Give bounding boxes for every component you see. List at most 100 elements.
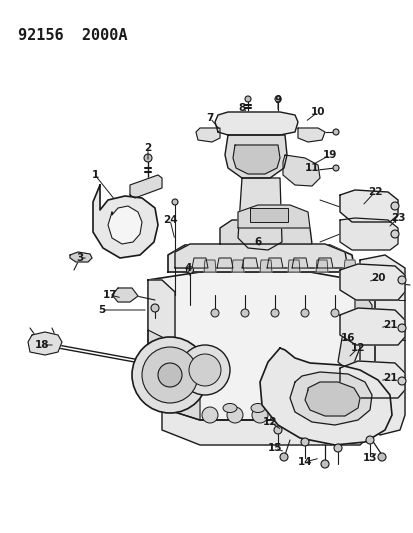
Polygon shape	[224, 135, 286, 178]
Text: 1: 1	[91, 170, 98, 180]
Ellipse shape	[250, 403, 264, 413]
Circle shape	[171, 199, 178, 205]
Text: 19: 19	[322, 150, 336, 160]
Circle shape	[279, 453, 287, 461]
Circle shape	[300, 309, 308, 317]
Polygon shape	[168, 245, 354, 272]
Text: 7: 7	[206, 113, 213, 123]
Polygon shape	[237, 178, 281, 250]
Text: 12: 12	[350, 343, 364, 353]
Circle shape	[202, 407, 218, 423]
Polygon shape	[216, 258, 233, 268]
Circle shape	[252, 407, 267, 423]
Circle shape	[273, 426, 281, 434]
Polygon shape	[192, 258, 207, 268]
Circle shape	[301, 407, 317, 423]
Polygon shape	[339, 218, 397, 250]
Polygon shape	[315, 260, 327, 272]
Circle shape	[144, 154, 152, 162]
Polygon shape	[175, 244, 347, 268]
Circle shape	[397, 276, 405, 284]
Polygon shape	[282, 155, 319, 186]
Circle shape	[300, 438, 308, 446]
Circle shape	[271, 309, 278, 317]
Circle shape	[189, 354, 221, 386]
Ellipse shape	[334, 403, 348, 413]
Polygon shape	[237, 205, 309, 228]
Text: 4: 4	[184, 263, 191, 273]
Text: 92156  2000A: 92156 2000A	[18, 28, 127, 43]
Circle shape	[390, 202, 398, 210]
Circle shape	[330, 309, 338, 317]
Circle shape	[240, 309, 248, 317]
Text: 20: 20	[370, 273, 385, 283]
Polygon shape	[316, 258, 332, 268]
Polygon shape	[233, 145, 279, 174]
Polygon shape	[147, 272, 374, 420]
Ellipse shape	[278, 403, 292, 413]
Text: 15: 15	[267, 443, 282, 453]
Circle shape	[186, 266, 193, 273]
Polygon shape	[289, 372, 371, 425]
Circle shape	[397, 324, 405, 332]
Circle shape	[397, 377, 405, 385]
Circle shape	[226, 407, 242, 423]
Circle shape	[390, 230, 398, 238]
Polygon shape	[339, 190, 397, 222]
Text: 6: 6	[254, 237, 261, 247]
Bar	[249, 208, 287, 222]
Text: 17: 17	[102, 290, 117, 300]
Circle shape	[365, 436, 373, 444]
Polygon shape	[108, 206, 142, 244]
Polygon shape	[219, 220, 311, 244]
Polygon shape	[195, 128, 219, 142]
Circle shape	[142, 347, 197, 403]
Polygon shape	[204, 260, 216, 272]
Polygon shape	[112, 288, 138, 302]
Polygon shape	[242, 258, 257, 268]
Text: 2: 2	[144, 143, 151, 153]
Circle shape	[326, 407, 342, 423]
Text: 8: 8	[238, 103, 245, 113]
Circle shape	[244, 96, 250, 102]
Text: 3: 3	[76, 253, 83, 263]
Polygon shape	[291, 258, 307, 268]
Polygon shape	[359, 255, 404, 435]
Circle shape	[274, 96, 280, 102]
Circle shape	[132, 337, 207, 413]
Polygon shape	[214, 112, 297, 135]
Text: 22: 22	[367, 187, 381, 197]
Circle shape	[151, 304, 159, 312]
Text: 10: 10	[310, 107, 325, 117]
Polygon shape	[259, 260, 271, 272]
Polygon shape	[130, 175, 161, 198]
Polygon shape	[297, 128, 324, 142]
Polygon shape	[343, 260, 355, 272]
Polygon shape	[147, 330, 199, 420]
Polygon shape	[339, 308, 404, 345]
Polygon shape	[266, 258, 282, 268]
Polygon shape	[231, 260, 243, 272]
Text: 24: 24	[162, 215, 177, 225]
Polygon shape	[354, 295, 371, 335]
Text: 13: 13	[362, 453, 376, 463]
Circle shape	[158, 363, 182, 387]
Polygon shape	[304, 382, 359, 416]
Polygon shape	[339, 264, 404, 300]
Polygon shape	[287, 260, 299, 272]
Polygon shape	[259, 348, 391, 445]
Circle shape	[332, 129, 338, 135]
Circle shape	[211, 309, 218, 317]
Text: 14: 14	[297, 457, 311, 467]
Text: 12: 12	[262, 417, 277, 427]
Circle shape	[332, 165, 338, 171]
Polygon shape	[70, 252, 92, 262]
Text: 18: 18	[35, 340, 49, 350]
Circle shape	[180, 345, 230, 395]
Circle shape	[276, 407, 292, 423]
Polygon shape	[147, 280, 175, 408]
Text: 16: 16	[340, 333, 354, 343]
Text: 21: 21	[382, 373, 396, 383]
Circle shape	[377, 453, 385, 461]
Ellipse shape	[223, 403, 236, 413]
